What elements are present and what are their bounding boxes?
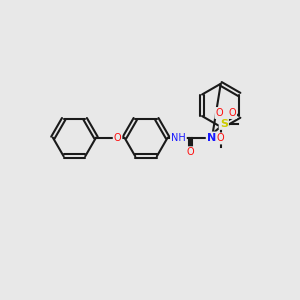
Text: O: O	[187, 147, 194, 157]
Text: N: N	[207, 133, 216, 142]
Text: O: O	[229, 108, 236, 118]
Text: O: O	[114, 133, 122, 142]
Text: S: S	[220, 119, 228, 129]
Text: O: O	[217, 134, 225, 143]
Text: O: O	[215, 108, 223, 118]
Text: NH: NH	[171, 133, 186, 142]
